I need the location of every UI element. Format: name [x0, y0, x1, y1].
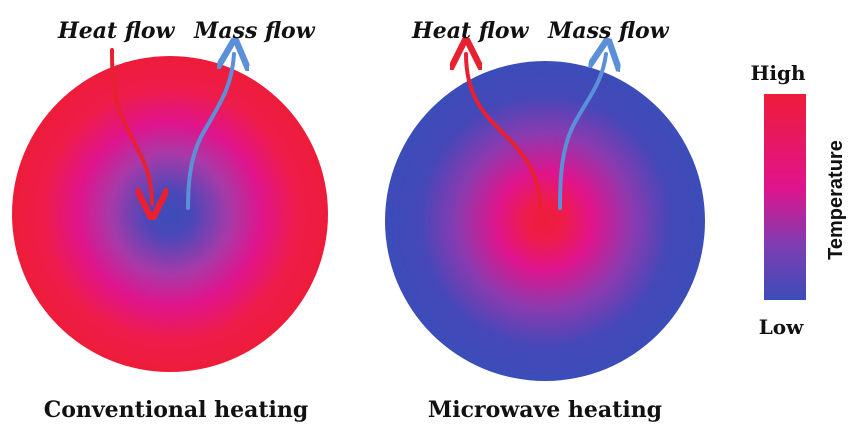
legend-color-bar [764, 94, 806, 300]
temperature-legend: High Low Temperature [750, 61, 847, 339]
microwave-heat-flow-arrow [466, 54, 542, 210]
legend-high-label: High [750, 61, 805, 85]
conventional-mass-flow-arrow [186, 54, 234, 210]
legend-title: Temperature [825, 140, 847, 260]
conventional-heating-caption: Conventional heating [44, 397, 309, 423]
conventional-heating-sphere [12, 56, 328, 372]
microwave-heat-flow-label: Heat flow [411, 18, 530, 44]
microwave-heating-caption: Microwave heating [428, 397, 662, 423]
microwave-mass-flow-arrow [558, 54, 606, 210]
conventional-heat-flow-label: Heat flow [57, 18, 176, 44]
microwave-mass-flow-label: Mass flow [547, 18, 670, 44]
legend-low-label: Low [759, 315, 804, 339]
panel-microwave: Heat flow Mass flow Microwave heating [385, 18, 705, 423]
panel-conventional: Heat flow Mass flow Conventional heating [12, 18, 328, 423]
conventional-heat-flow-arrow [110, 48, 152, 204]
conventional-mass-flow-label: Mass flow [193, 18, 316, 44]
microwave-heating-sphere [385, 61, 705, 381]
